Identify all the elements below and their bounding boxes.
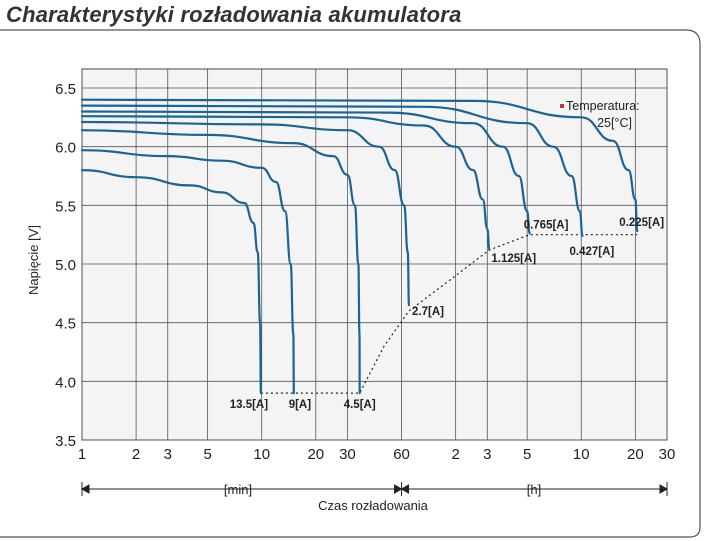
temperature-value: 25[°C]: [597, 116, 632, 130]
series-label: 9[A]: [289, 399, 312, 411]
x-tick-label: 3: [483, 446, 491, 463]
y-tick-label: 4.5: [55, 316, 76, 333]
discharge-curve: [80, 98, 639, 233]
series-label: 4.5[A]: [344, 399, 376, 411]
temperature-label: Temperatura:: [566, 99, 640, 113]
end-of-discharge-dotted-line: [260, 234, 638, 394]
x-axis-label: Czas rozładowania: [318, 498, 429, 513]
y-tick-label: 5.0: [55, 257, 76, 274]
y-tick-labels: 3.5 4.0 4.5 5.0 5.5 6.0 6.5: [55, 81, 76, 450]
x-tick-label: 3: [164, 446, 172, 463]
x-tick-label: 5: [203, 446, 211, 463]
x-unit-min-label: [min]: [224, 482, 252, 497]
discharge-curves: [80, 98, 639, 395]
x-tick-label: 20: [627, 446, 644, 463]
x-unit-h-label: [h]: [527, 482, 541, 497]
discharge-curve: [80, 129, 361, 395]
x-tick-label: 30: [659, 446, 676, 463]
y-axis-label: Napięcie [V]: [26, 225, 41, 295]
temperature-marker-icon: [560, 104, 564, 108]
x-tick-label: 2: [451, 446, 459, 463]
series-labels: 13.5[A] 9[A] 4.5[A] 2.7[A] 1.125[A] 0.765[A] 0…: [230, 217, 664, 411]
y-tick-label: 3.5: [55, 433, 76, 450]
discharge-curve: [80, 169, 262, 395]
series-label: 0.765[A]: [524, 220, 569, 232]
x-tick-label: 5: [523, 446, 531, 463]
series-label: 0.427[A]: [570, 246, 615, 258]
x-tick-label: 1: [78, 446, 86, 463]
arrowhead-icon: [80, 484, 90, 494]
series-label: 13.5[A]: [230, 399, 269, 411]
x-tick-labels: 1 2 3 5 10 20 30 60 2 3 5 10 20 30: [78, 446, 676, 463]
figure-border: [0, 29, 701, 538]
x-tick-label: 10: [253, 446, 270, 463]
y-tick-label: 6.5: [55, 81, 76, 98]
series-label: 1.125[A]: [491, 253, 536, 265]
plot-area: [81, 68, 668, 441]
series-label: 2.7[A]: [412, 306, 444, 318]
discharge-curve: [80, 120, 411, 307]
temperature-annotation: Temperatura: 25[°C]: [560, 99, 640, 130]
y-tick-label: 5.5: [55, 198, 76, 215]
time-unit-arrows: [80, 482, 669, 496]
discharge-curve: [80, 104, 584, 237]
arrowhead-icon: [659, 484, 669, 494]
series-label: 0.225[A]: [619, 217, 664, 229]
x-tick-label: 60: [393, 446, 410, 463]
arrowhead-icon: [400, 484, 410, 494]
discharge-curve: [80, 110, 531, 235]
y-tick-label: 4.0: [55, 374, 76, 391]
end-of-discharge-line: [260, 234, 638, 394]
discharge-curve: [80, 149, 295, 395]
x-tick-label: 10: [573, 446, 590, 463]
x-tick-label: 2: [132, 446, 140, 463]
x-tick-label: 30: [339, 446, 356, 463]
arrowhead-icon: [394, 484, 403, 494]
page-title: Charakterystyki rozładowania akumulatora: [6, 2, 462, 27]
y-tick-label: 6.0: [55, 140, 76, 157]
discharge-curve: [80, 115, 491, 251]
x-tick-label: 20: [307, 446, 324, 463]
